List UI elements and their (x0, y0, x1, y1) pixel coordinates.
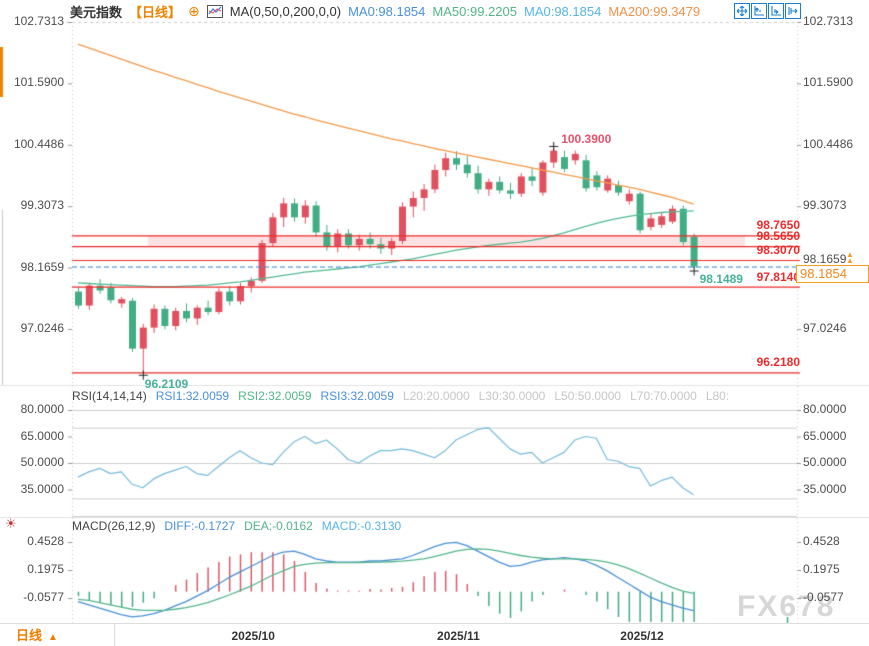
rsi-header: RSI(14,14,14) RSI1:32.0059 RSI2:32.0059 … (72, 389, 729, 403)
level-price-label: 98.7650 (756, 218, 800, 233)
period-selector[interactable]: 日线 ▲ (0, 624, 115, 646)
rsi-axis-label-left: 35.0000 (20, 481, 64, 496)
ma200-value: MA200:99.3479 (608, 3, 701, 19)
rsi-axis-label-left: 65.0000 (20, 428, 64, 443)
period-label: 【日线】 (129, 4, 182, 20)
date-label: 2025/11 (437, 629, 480, 643)
price-up-arrow-icon: ▲ ▲ (846, 250, 854, 265)
main-axis-label-right: 102.7313 (803, 14, 854, 28)
main-axis-label-right: 97.0246 (803, 320, 847, 335)
macd-axis-label-right: 0.1975 (803, 562, 840, 577)
pan-right-icon[interactable] (785, 3, 801, 19)
main-axis-label-left: 99.3073 (20, 198, 64, 213)
rsi-l80-value: L80: (705, 389, 730, 403)
macd-header: MACD(26,12,9) DIFF:-0.1727 DEA:-0.0162 M… (72, 519, 401, 533)
pan-crosshair-icon[interactable] (734, 3, 750, 19)
rsi-axis-label-left: 50.0000 (20, 455, 64, 469)
swing-low-label: 96.2109 (144, 376, 189, 391)
rsi-l50-value: L50:50.0000 (554, 389, 622, 403)
add-indicator-icon[interactable]: ⊕ (188, 2, 200, 19)
macd-axis-label-left: 0.1975 (27, 562, 64, 577)
swing-high-label: 100.3900 (561, 131, 612, 146)
macd-axis-label-right: 0.4528 (803, 534, 840, 549)
ma0-value: MA0:98.1854 (348, 3, 426, 19)
ma50-value: MA50:99.2205 (432, 3, 517, 19)
rsi-axis-label-left: 80.0000 (20, 402, 64, 416)
main-axis-label-left: 98.1659 (20, 259, 64, 274)
current-price-box: 98.1854 (796, 265, 869, 283)
main-axis-label-left: 100.4486 (13, 136, 64, 151)
zoom-axis-left-icon[interactable] (751, 3, 767, 19)
rsi-title: RSI(14,14,14) (72, 389, 147, 403)
main-axis-label-left: 101.5900 (13, 75, 64, 90)
ma-legend-icon[interactable] (206, 4, 223, 18)
main-axis-label-right: 98.1659 (803, 251, 847, 266)
main-axis-label-right: 99.3073 (803, 198, 847, 213)
rsi-l30-value: L30:30.0000 (478, 389, 546, 403)
time-axis-bar: 日线 ▲ 2025/10 2025/11 2025/12 (0, 623, 869, 646)
last-low-label: 98.1489 (699, 271, 743, 286)
macd-axis-label-left: -0.0577 (23, 590, 64, 605)
period-up-triangle-icon: ▲ (48, 632, 58, 643)
level-price-label: 98.5650 (756, 229, 800, 244)
level-price-label: 96.2180 (756, 355, 800, 370)
zoom-axis-right-icon[interactable] (768, 3, 784, 19)
rsi-axis-label-right: 35.0000 (803, 481, 847, 496)
symbol-title: 美元指数 (70, 4, 123, 20)
macd-dea-value: DEA:-0.0162 (244, 519, 313, 533)
main-axis-label-right: 100.4486 (803, 136, 854, 151)
level-price-label: 98.3070 (756, 243, 800, 257)
rsi3-value: RSI3:32.0059 (320, 389, 394, 403)
main-axis-label-left: 97.0246 (20, 320, 64, 335)
chart-header: 美元指数 【日线】 ⊕ MA(0,50,0,200,0,0) MA0:98.18… (70, 2, 701, 20)
ma-settings-label: MA(0,50,0,200,0,0) (229, 3, 342, 19)
rsi-axis-label-right: 80.0000 (803, 402, 847, 416)
period-selector-label: 日线 (16, 628, 43, 643)
main-axis-label-right: 101.5900 (803, 75, 854, 90)
date-label: 2025/12 (620, 629, 664, 643)
rsi-axis-label-right: 65.0000 (803, 428, 847, 443)
rsi-l20-value: L20:20.0000 (402, 389, 470, 403)
macd-value: MACD:-0.3130 (321, 519, 402, 533)
current-price-value: 98.1854 (800, 266, 847, 281)
rsi-l70-value: L70:70.0000 (630, 389, 697, 403)
main-axis-label-left: 102.7313 (13, 14, 64, 28)
ma0-value-2: MA0:98.1854 (523, 3, 602, 19)
chart-toolbar (734, 3, 801, 19)
macd-axis-label-left: 0.4528 (27, 534, 64, 549)
macd-title: MACD(26,12,9) (72, 519, 156, 533)
macd-diff-value: DIFF:-0.1727 (164, 519, 236, 533)
rsi2-value: RSI2:32.0059 (238, 389, 312, 403)
macd-axis-label-right: -0.0577 (803, 590, 844, 605)
indicator-settings-icon[interactable]: ☀ (5, 516, 17, 531)
rsi-axis-label-right: 50.0000 (803, 455, 847, 469)
rsi1-value: RSI1:32.0059 (155, 389, 230, 403)
date-label: 2025/10 (231, 629, 275, 643)
level-price-label: 97.8140 (756, 269, 800, 284)
